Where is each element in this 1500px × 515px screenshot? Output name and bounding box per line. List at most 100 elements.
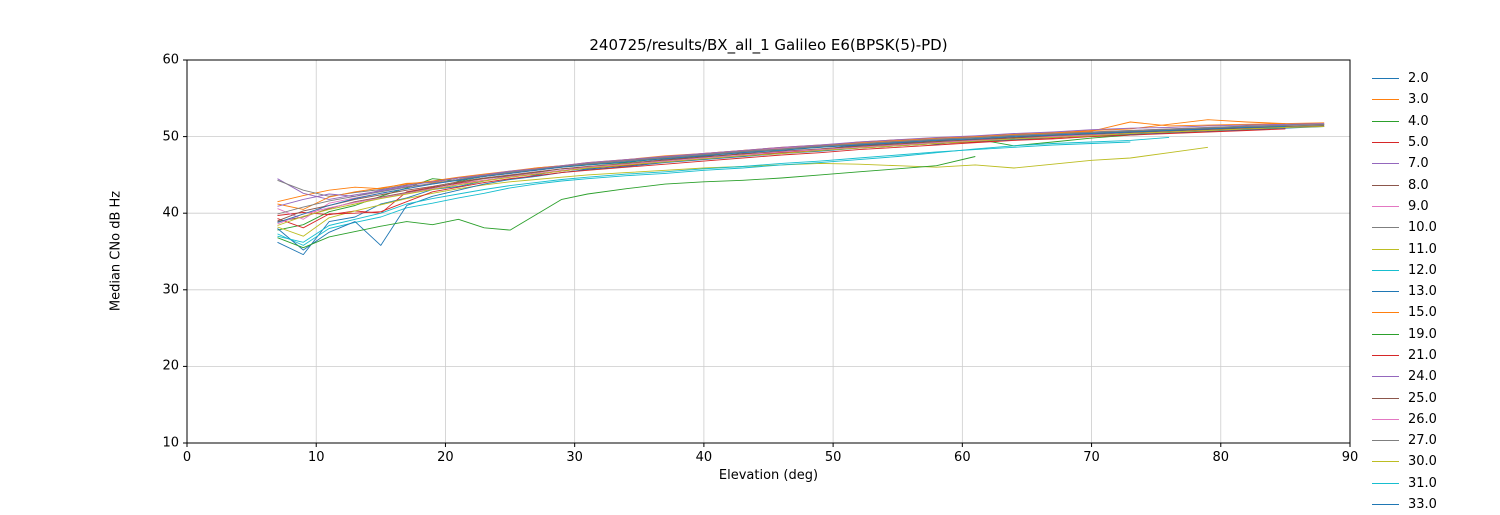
- y-tick-label: 60: [162, 52, 179, 68]
- legend-swatch: [1372, 227, 1399, 229]
- series-line-10.0: [277, 123, 1325, 197]
- y-tick-label: 10: [162, 435, 179, 451]
- legend-label: 10.0: [1408, 220, 1437, 236]
- legend-label: 12.0: [1408, 262, 1437, 278]
- legend-swatch: [1372, 376, 1399, 378]
- legend-label: 26.0: [1408, 411, 1437, 427]
- x-tick-label: 80: [1212, 450, 1230, 465]
- legend-item: 3.0: [1372, 89, 1498, 110]
- series-line-8.0: [277, 125, 1325, 223]
- x-tick-label: 30: [566, 450, 583, 465]
- legend-item: 21.0: [1372, 345, 1498, 366]
- legend-item: 4.0: [1372, 111, 1498, 132]
- legend-label: 11.0: [1408, 241, 1437, 257]
- y-tick-label: 40: [162, 205, 179, 221]
- legend-label: 31.0: [1408, 475, 1437, 491]
- legend-swatch: [1372, 397, 1399, 399]
- legend-swatch: [1372, 163, 1399, 165]
- legend-label: 9.0: [1408, 198, 1429, 214]
- legend-item: 30.0: [1372, 451, 1498, 472]
- legend-label: 24.0: [1408, 369, 1437, 385]
- series-line-4.0: [277, 123, 1325, 231]
- legend-swatch: [1372, 312, 1399, 314]
- legend-label: 13.0: [1408, 284, 1437, 300]
- legend-item: 9.0: [1372, 196, 1498, 217]
- legend-label: 3.0: [1408, 92, 1429, 108]
- legend-swatch: [1372, 78, 1399, 80]
- y-tick-label: 20: [162, 358, 179, 374]
- legend-swatch: [1372, 333, 1399, 335]
- legend-swatch: [1372, 205, 1399, 207]
- x-tick-label: 10: [307, 450, 325, 465]
- legend-swatch: [1372, 461, 1399, 463]
- series-line-26.0: [277, 128, 1247, 225]
- series-line-11.0: [277, 146, 1208, 237]
- legend-swatch: [1372, 184, 1399, 186]
- series-line-5.0: [277, 129, 1247, 216]
- series-line-31.0: [277, 141, 1131, 243]
- legend-item: 19.0: [1372, 324, 1498, 345]
- legend-label: 19.0: [1408, 326, 1437, 342]
- legend-label: 2.0: [1408, 71, 1429, 87]
- legend-swatch: [1372, 248, 1399, 250]
- legend-label: 15.0: [1408, 305, 1437, 321]
- legend-item: 33.0: [1372, 494, 1498, 515]
- legend-item: 24.0: [1372, 366, 1498, 387]
- y-axis-label: Median CNo dB Hz: [108, 190, 124, 312]
- legend-swatch: [1372, 269, 1399, 271]
- series-line-24.0: [277, 123, 1325, 207]
- legend-label: 5.0: [1408, 135, 1429, 151]
- legend-item: 13.0: [1372, 281, 1498, 302]
- legend-item: 11.0: [1372, 238, 1498, 259]
- legend-item: 31.0: [1372, 473, 1498, 494]
- series-line-19.0: [277, 156, 976, 249]
- series-line-25.0: [277, 126, 1286, 222]
- series-line-27.0: [277, 124, 1325, 215]
- x-tick-label: 40: [695, 450, 713, 465]
- legend-swatch: [1372, 291, 1399, 293]
- series-line-12.0: [277, 136, 1170, 246]
- legend-label: 4.0: [1408, 113, 1429, 129]
- legend-item: 15.0: [1372, 302, 1498, 323]
- x-tick-label: 90: [1341, 450, 1359, 465]
- legend-label: 8.0: [1408, 177, 1429, 193]
- legend-swatch: [1372, 120, 1399, 122]
- x-tick-label: 70: [1083, 450, 1100, 465]
- y-tick-label: 30: [162, 282, 179, 298]
- legend-label: 27.0: [1408, 433, 1437, 449]
- legend-item: 26.0: [1372, 409, 1498, 430]
- legend-item: 5.0: [1372, 132, 1498, 153]
- legend-item: 2.0: [1372, 68, 1498, 89]
- legend-item: 10.0: [1372, 217, 1498, 238]
- legend-item: 7.0: [1372, 153, 1498, 174]
- legend-swatch: [1372, 355, 1399, 356]
- legend-swatch: [1372, 440, 1399, 442]
- axes-frame: [186, 59, 1351, 444]
- series-line-33.0: [277, 126, 1286, 223]
- series-line-30.0: [277, 126, 1325, 226]
- legend-swatch: [1372, 482, 1399, 484]
- legend-item: 8.0: [1372, 174, 1498, 195]
- x-tick-label: 0: [182, 450, 192, 465]
- legend-label: 21.0: [1408, 348, 1437, 363]
- plot-area: [183, 59, 1351, 447]
- legend-swatch: [1372, 99, 1399, 101]
- legend-label: 30.0: [1408, 454, 1437, 470]
- x-axis-label: Elevation (deg): [718, 468, 819, 483]
- legend-item: 12.0: [1372, 260, 1498, 281]
- legend-swatch: [1372, 504, 1399, 506]
- y-tick-label: 50: [162, 129, 179, 145]
- legend-item: 25.0: [1372, 387, 1498, 408]
- legend-label: 7.0: [1408, 156, 1429, 172]
- x-tick-label: 20: [437, 450, 454, 465]
- legend-label: 25.0: [1408, 390, 1437, 406]
- legend-label: 33.0: [1408, 497, 1437, 513]
- legend-swatch: [1372, 142, 1399, 144]
- legend-swatch: [1372, 418, 1399, 420]
- figure: 240725/results/BX_all_1 Galileo E6(BPSK(…: [108, 36, 1498, 511]
- legend-item: 27.0: [1372, 430, 1498, 451]
- chart-title: 240725/results/BX_all_1 Galileo E6(BPSK(…: [589, 36, 948, 54]
- series-line-9.0: [277, 124, 1286, 220]
- x-tick-label: 50: [824, 450, 842, 465]
- x-tick-label: 60: [954, 450, 971, 465]
